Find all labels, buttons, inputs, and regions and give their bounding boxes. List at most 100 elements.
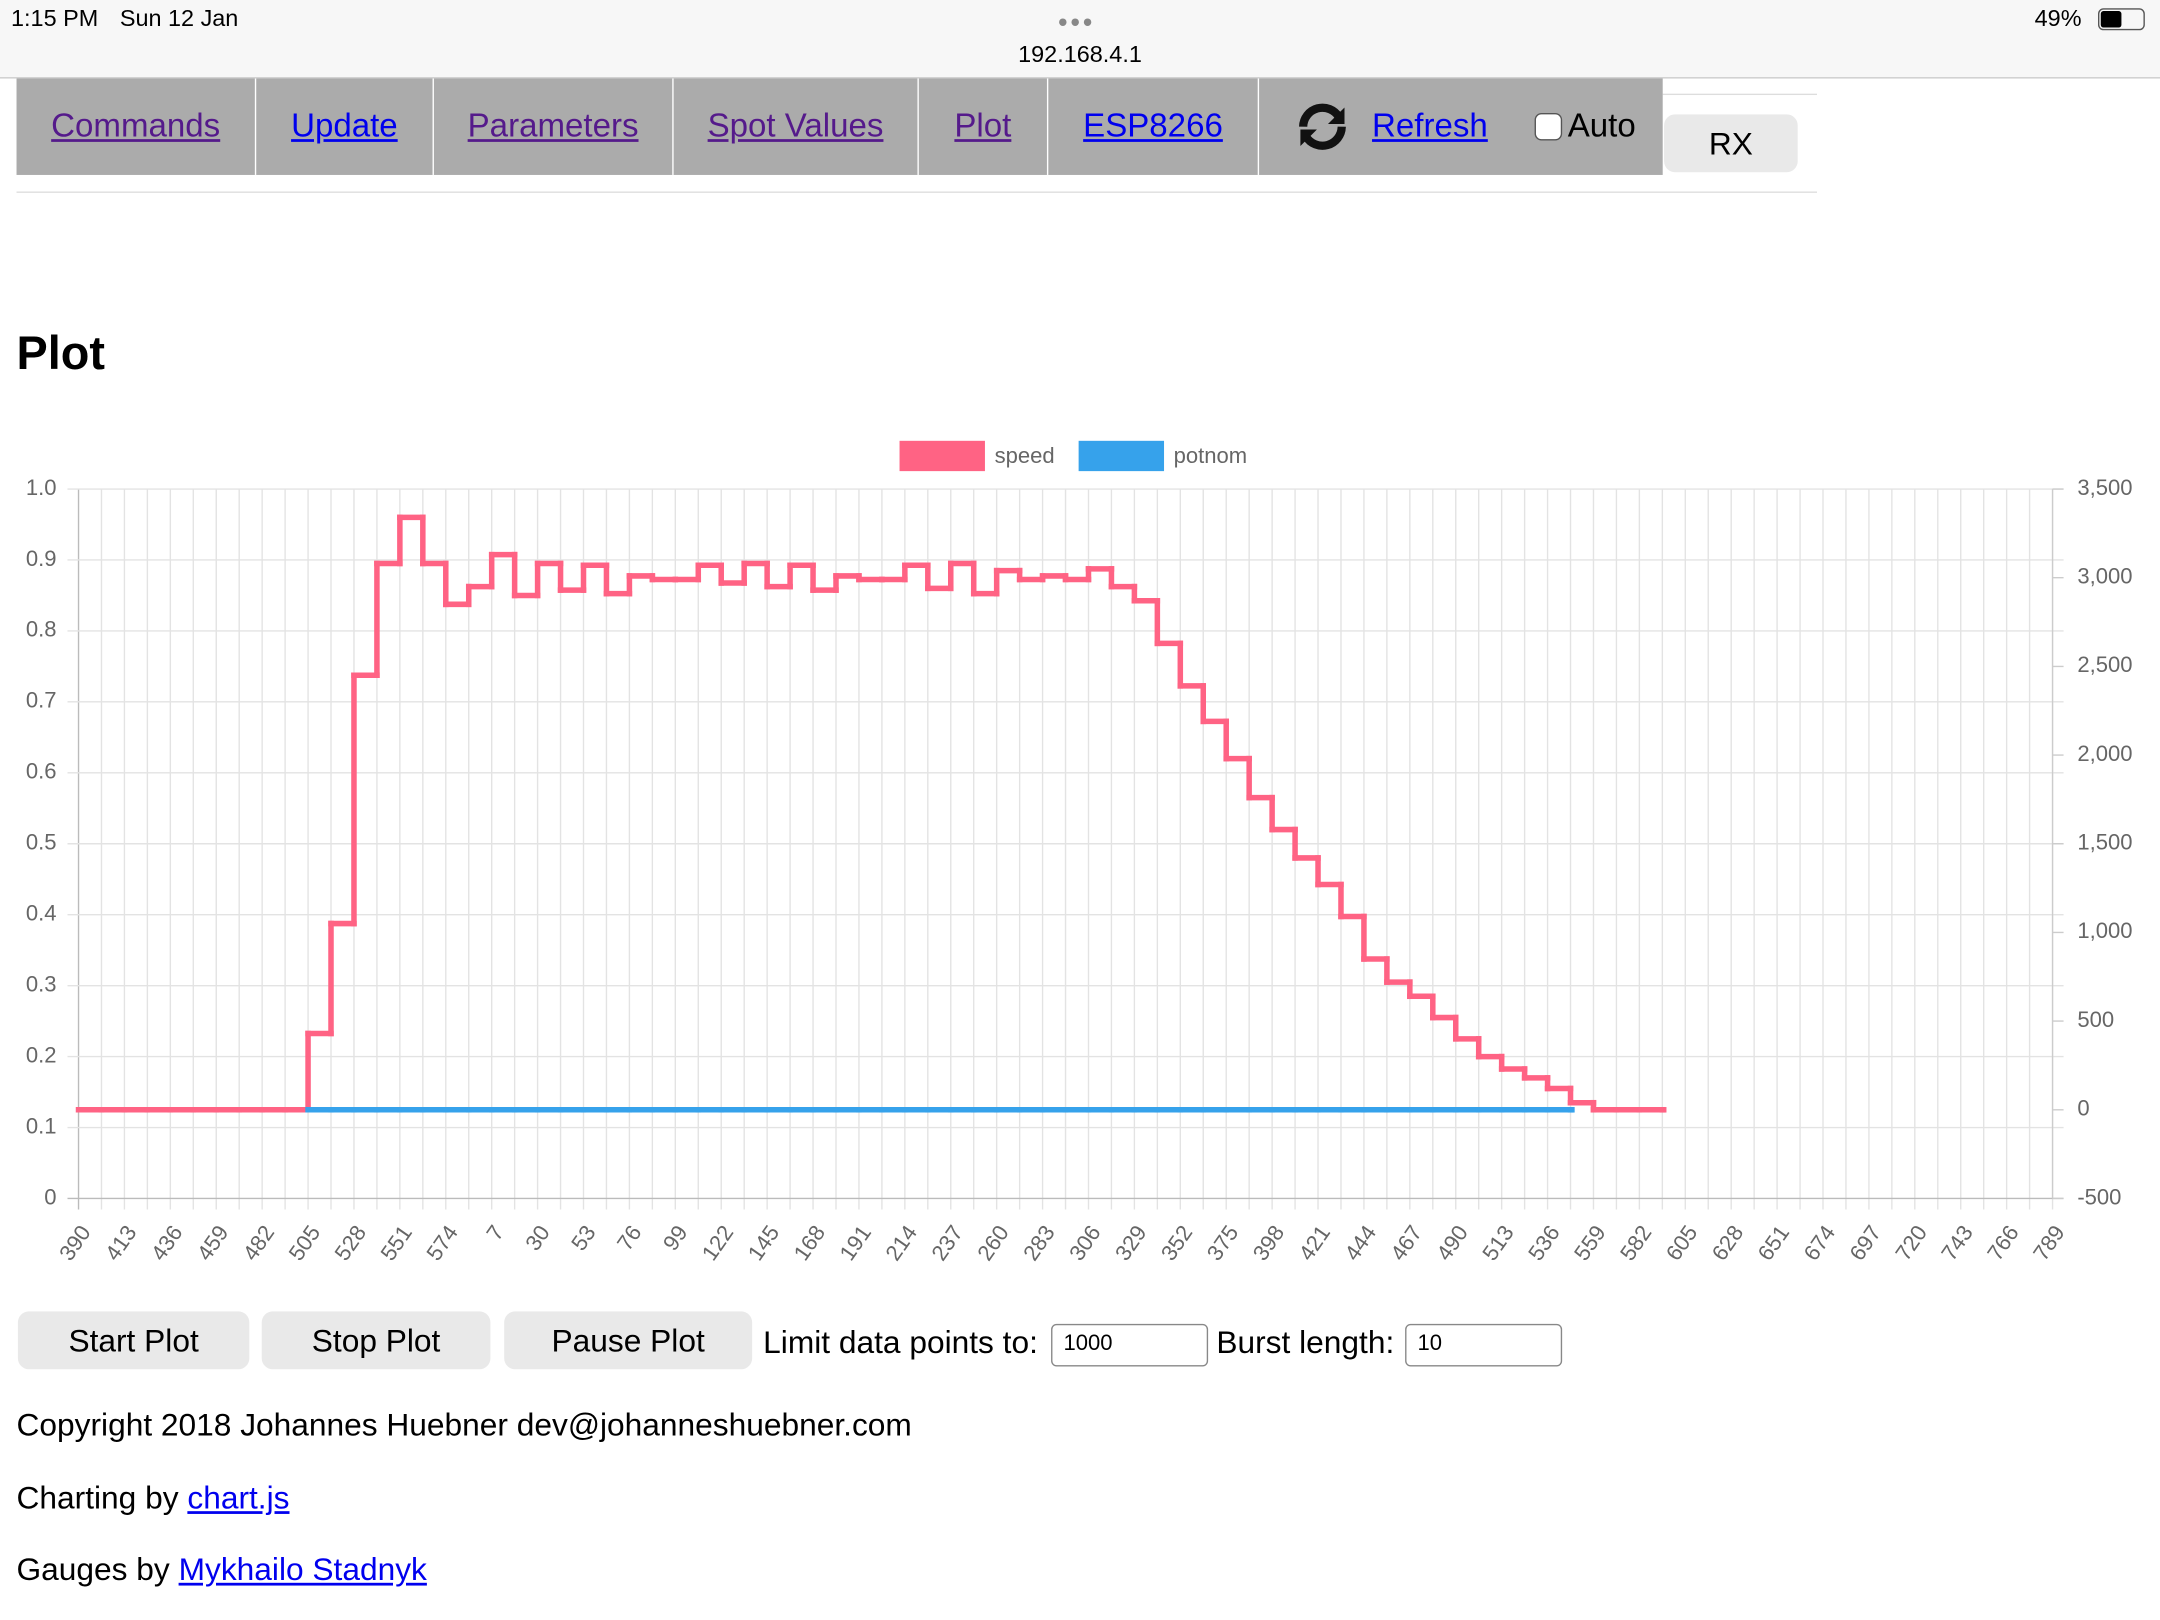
page-heading: Plot — [16, 327, 105, 381]
x-tick-label: 329 — [1110, 1221, 1152, 1265]
y2-tick-label: 3,000 — [2077, 564, 2132, 589]
nav-link[interactable]: Parameters — [467, 107, 639, 145]
x-tick-label: 482 — [238, 1221, 280, 1265]
x-tick-label: 53 — [566, 1221, 601, 1255]
copyright: Copyright 2018 Johannes Huebner dev@joha… — [16, 1406, 912, 1443]
x-tick-label: 398 — [1248, 1221, 1290, 1265]
legend-label: potnom — [1174, 443, 1247, 468]
x-tick-label: 490 — [1431, 1221, 1473, 1265]
y2-tick-label: 0 — [2077, 1096, 2089, 1121]
x-tick-label: 191 — [835, 1221, 877, 1265]
x-tick-label: 628 — [1707, 1221, 1749, 1265]
y-tick-label: 1.0 — [26, 475, 57, 500]
auto-label: Auto — [1567, 107, 1636, 145]
x-tick-label: 766 — [1982, 1221, 2024, 1265]
x-tick-label: 306 — [1064, 1221, 1106, 1265]
x-tick-label: 743 — [1936, 1221, 1978, 1265]
x-tick-label: 513 — [1477, 1221, 1519, 1265]
gauges-link[interactable]: Mykhailo Stadnyk — [178, 1551, 427, 1587]
y-tick-label: 0.2 — [26, 1042, 57, 1067]
x-tick-label: 390 — [54, 1221, 96, 1265]
refresh-link[interactable]: Refresh — [1372, 107, 1488, 145]
x-tick-label: 605 — [1661, 1221, 1703, 1265]
status-bar: 1:15 PM Sun 12 Jan ••• 192.168.4.1 49% — [0, 0, 2160, 79]
nav-bar: Commands Update Parameters Spot Values P… — [16, 78, 1663, 175]
auto-checkbox[interactable] — [1534, 112, 1563, 141]
rx-button[interactable]: RX — [1664, 114, 1798, 173]
burst-input[interactable]: 10 — [1405, 1323, 1563, 1367]
start-button[interactable]: Start Plot — [17, 1311, 250, 1370]
y2-tick-label: 2,000 — [2077, 741, 2132, 766]
y2-tick-label: 1,000 — [2077, 918, 2132, 943]
x-tick-label: 76 — [612, 1221, 647, 1255]
chart: 390 413 436 459 482 505 528 551 574 7 30 53 76 99 122 1… — [26, 440, 2132, 1265]
legend-swatch — [899, 440, 985, 472]
x-tick-label: 720 — [1890, 1221, 1932, 1265]
x-tick-label: 99 — [658, 1221, 693, 1255]
x-tick-label: 789 — [2028, 1221, 2070, 1265]
x-tick-label: 651 — [1753, 1221, 1795, 1265]
x-tick-label: 237 — [926, 1221, 968, 1265]
date: Sun 12 Jan — [119, 5, 239, 32]
pause-button[interactable]: Pause Plot — [504, 1311, 753, 1370]
y-tick-label: 0.4 — [26, 901, 57, 926]
x-tick-label: 7 — [481, 1221, 509, 1245]
x-tick-label: 168 — [789, 1221, 831, 1265]
limit-label: Limit data points to: — [763, 1323, 1038, 1360]
y-tick-label: 0.9 — [26, 546, 57, 571]
x-tick-label: 283 — [1018, 1221, 1060, 1265]
nav-link[interactable]: Plot — [954, 107, 1012, 145]
legend-label: speed — [995, 443, 1055, 468]
x-tick-label: 444 — [1340, 1221, 1382, 1265]
x-tick-label: 697 — [1844, 1221, 1886, 1265]
x-tick-label: 122 — [697, 1221, 739, 1265]
x-tick-label: 352 — [1156, 1221, 1198, 1265]
charting-text: Charting by — [16, 1479, 179, 1516]
y2-tick-label: -500 — [2077, 1184, 2121, 1209]
y-tick-label: 0.5 — [26, 830, 57, 855]
url[interactable]: 192.168.4.1 — [1018, 41, 1142, 68]
x-tick-label: 467 — [1385, 1221, 1427, 1265]
refresh-icon[interactable] — [1292, 99, 1353, 154]
x-tick-label: 375 — [1202, 1221, 1244, 1265]
limit-input[interactable]: 1000 — [1051, 1323, 1209, 1367]
y-tick-label: 0.3 — [26, 971, 57, 996]
chartjs-link[interactable]: chart.js — [187, 1479, 290, 1516]
y-tick-label: 0 — [44, 1184, 56, 1209]
dots[interactable]: ••• — [1057, 8, 1096, 39]
y2-tick-label: 1,500 — [2077, 830, 2132, 855]
stop-button[interactable]: Stop Plot — [261, 1311, 491, 1370]
x-tick-label: 574 — [421, 1221, 463, 1265]
x-tick-label: 505 — [284, 1221, 326, 1265]
rule — [16, 191, 1817, 193]
nav-link[interactable]: Commands — [51, 107, 221, 145]
y-tick-label: 0.6 — [26, 759, 57, 784]
y-tick-label: 0.7 — [26, 688, 57, 713]
x-tick-label: 30 — [520, 1221, 555, 1255]
x-tick-label: 260 — [972, 1221, 1014, 1265]
x-tick-label: 582 — [1615, 1221, 1657, 1265]
legend-swatch — [1078, 440, 1165, 472]
y-tick-label: 0.8 — [26, 617, 57, 642]
burst-label: Burst length: — [1216, 1323, 1395, 1360]
time: 1:15 PM — [11, 5, 99, 32]
x-tick-label: 674 — [1799, 1221, 1841, 1265]
x-tick-label: 551 — [375, 1221, 417, 1265]
x-tick-label: 459 — [192, 1221, 234, 1265]
y2-tick-label: 500 — [2077, 1007, 2114, 1032]
x-tick-label: 536 — [1523, 1221, 1565, 1265]
y2-tick-label: 3,500 — [2077, 475, 2132, 500]
x-tick-label: 214 — [880, 1221, 922, 1265]
nav-link[interactable]: Spot Values — [707, 107, 884, 145]
battery: 49% — [2034, 5, 2082, 32]
rule — [1662, 93, 1817, 96]
x-tick-label: 559 — [1569, 1221, 1611, 1265]
x-tick-label: 421 — [1294, 1221, 1336, 1265]
battery-icon — [2098, 8, 2145, 31]
x-tick-label: 145 — [743, 1221, 785, 1265]
x-tick-label: 528 — [330, 1221, 372, 1265]
nav-link[interactable]: ESP8266 — [1083, 107, 1223, 145]
x-tick-label: 413 — [100, 1221, 142, 1265]
nav-link[interactable]: Update — [291, 107, 398, 145]
